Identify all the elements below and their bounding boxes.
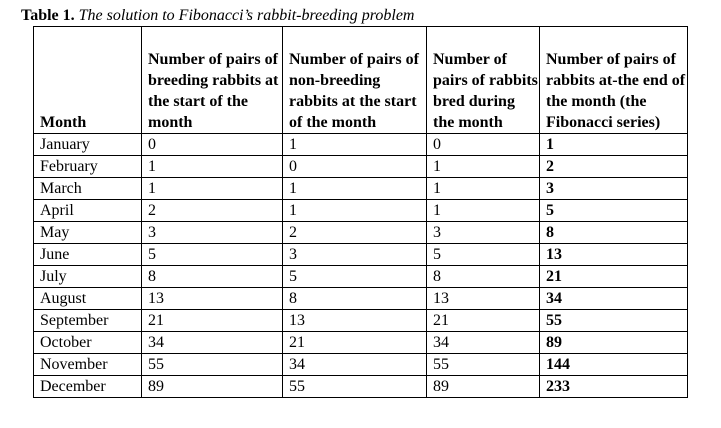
month-cell: April (33, 199, 142, 222)
non-breeding-cell: 3 (282, 243, 427, 266)
fibonacci-cell: 34 (539, 287, 688, 310)
table-row: February 1 0 1 2 (33, 155, 688, 178)
bred-cell: 55 (426, 353, 540, 376)
non-breeding-cell: 13 (282, 309, 427, 332)
month-cell: October (33, 331, 142, 354)
breeding-cell: 1 (141, 177, 283, 200)
table-row: May 3 2 3 8 (33, 221, 688, 244)
non-breeding-cell: 5 (282, 265, 427, 288)
breeding-cell: 34 (141, 331, 283, 354)
fibonacci-cell: 21 (539, 265, 688, 288)
bred-cell: 3 (426, 221, 540, 244)
fibonacci-cell: 144 (539, 353, 688, 376)
fibonacci-cell: 89 (539, 331, 688, 354)
table-row: June 5 3 5 13 (33, 243, 688, 266)
month-cell: July (33, 265, 142, 288)
header-non-breeding-pairs: Number of pairs of non-breeding rabbits … (282, 26, 427, 134)
month-cell: June (33, 243, 142, 266)
header-pairs-bred: Number of pairs of rabbits bred during t… (426, 26, 540, 134)
breeding-cell: 21 (141, 309, 283, 332)
table-caption: Table 1. The solution to Fibonacci’s rab… (21, 6, 414, 26)
breeding-cell: 13 (141, 287, 283, 310)
header-row: Month Number of pairs of breeding rabbit… (33, 26, 688, 134)
month-cell: March (33, 177, 142, 200)
bred-cell: 1 (426, 155, 540, 178)
table-row: April 2 1 1 5 (33, 199, 688, 222)
non-breeding-cell: 0 (282, 155, 427, 178)
bred-cell: 21 (426, 309, 540, 332)
month-cell: September (33, 309, 142, 332)
month-cell: August (33, 287, 142, 310)
month-cell: November (33, 353, 142, 376)
non-breeding-cell: 1 (282, 177, 427, 200)
fibonacci-cell: 13 (539, 243, 688, 266)
non-breeding-cell: 34 (282, 353, 427, 376)
table-row: July 8 5 8 21 (33, 265, 688, 288)
bred-cell: 89 (426, 375, 540, 398)
table-row: September 21 13 21 55 (33, 309, 688, 332)
caption-label: Table 1. (21, 7, 75, 24)
bred-cell: 34 (426, 331, 540, 354)
fibonacci-cell: 3 (539, 177, 688, 200)
fibonacci-cell: 233 (539, 375, 688, 398)
bred-cell: 8 (426, 265, 540, 288)
non-breeding-cell: 21 (282, 331, 427, 354)
table-row: March 1 1 1 3 (33, 177, 688, 200)
breeding-cell: 0 (141, 133, 283, 156)
bred-cell: 0 (426, 133, 540, 156)
month-cell: December (33, 375, 142, 398)
caption-text: The solution to Fibonacci’s rabbit-breed… (78, 7, 415, 24)
breeding-cell: 5 (141, 243, 283, 266)
breeding-cell: 2 (141, 199, 283, 222)
table-row: November 55 34 55 144 (33, 353, 688, 376)
table-row: October 34 21 34 89 (33, 331, 688, 354)
non-breeding-cell: 1 (282, 133, 427, 156)
non-breeding-cell: 2 (282, 221, 427, 244)
fibonacci-cell: 8 (539, 221, 688, 244)
fibonacci-table: Month Number of pairs of breeding rabbit… (33, 26, 688, 398)
header-month: Month (33, 26, 142, 134)
non-breeding-cell: 55 (282, 375, 427, 398)
bred-cell: 1 (426, 177, 540, 200)
fibonacci-cell: 5 (539, 199, 688, 222)
table-row: August 13 8 13 34 (33, 287, 688, 310)
fibonacci-cell: 1 (539, 133, 688, 156)
bred-cell: 1 (426, 199, 540, 222)
month-cell: May (33, 221, 142, 244)
breeding-cell: 55 (141, 353, 283, 376)
table-row: January 0 1 0 1 (33, 133, 688, 156)
breeding-cell: 3 (141, 221, 283, 244)
month-cell: January (33, 133, 142, 156)
header-total-pairs: Number of pairs of rabbits at-the end of… (539, 26, 688, 134)
fibonacci-cell: 55 (539, 309, 688, 332)
bred-cell: 5 (426, 243, 540, 266)
header-breeding-pairs: Number of pairs of breeding rabbits at t… (141, 26, 283, 134)
bred-cell: 13 (426, 287, 540, 310)
breeding-cell: 89 (141, 375, 283, 398)
breeding-cell: 1 (141, 155, 283, 178)
fibonacci-cell: 2 (539, 155, 688, 178)
table-row: December 89 55 89 233 (33, 375, 688, 398)
breeding-cell: 8 (141, 265, 283, 288)
non-breeding-cell: 8 (282, 287, 427, 310)
non-breeding-cell: 1 (282, 199, 427, 222)
month-cell: February (33, 155, 142, 178)
